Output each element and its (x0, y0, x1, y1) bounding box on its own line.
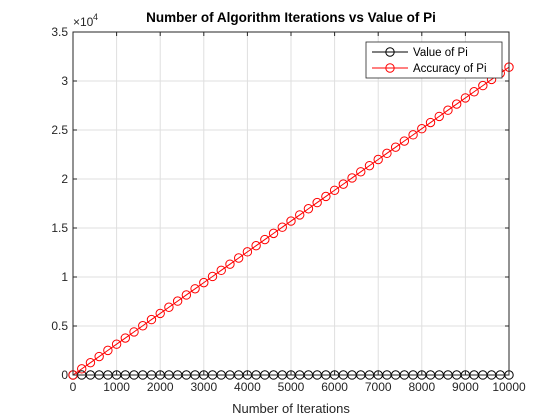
data-point-accuracy-of-pi (303, 204, 314, 214)
data-point-accuracy-of-pi (329, 185, 340, 195)
y-exponent-base: ×10 (73, 15, 94, 29)
data-point-accuracy-of-pi (469, 87, 479, 97)
data-point-accuracy-of-pi (356, 167, 366, 177)
data-point-accuracy-of-pi (460, 93, 471, 103)
x-tick-label: 8000 (408, 380, 435, 394)
data-point-accuracy-of-pi (94, 351, 104, 362)
legend-label-accuracy-of-pi: Accuracy of Pi (413, 63, 487, 75)
data-point-accuracy-of-pi (181, 290, 192, 300)
legend-entry-value-of-pi: Value of Pi (372, 47, 468, 59)
data-point-accuracy-of-pi (295, 210, 305, 220)
data-point-accuracy-of-pi (417, 124, 427, 134)
data-point-accuracy-of-pi (155, 308, 165, 319)
data-point-accuracy-of-pi (225, 259, 235, 269)
y-tick-label: 0 (61, 368, 68, 382)
data-point-accuracy-of-pi (120, 333, 131, 343)
y-tick-label: 1.5 (51, 221, 68, 235)
data-point-accuracy-of-pi (85, 357, 96, 368)
data-point-accuracy-of-pi (321, 191, 331, 202)
data-point-accuracy-of-pi (103, 345, 113, 356)
data-point-accuracy-of-pi (164, 302, 174, 312)
data-point-accuracy-of-pi (286, 216, 296, 226)
data-point-accuracy-of-pi (129, 327, 139, 337)
data-point-accuracy-of-pi (172, 296, 183, 306)
data-point-accuracy-of-pi (216, 265, 226, 276)
data-point-accuracy-of-pi (146, 314, 157, 325)
y-tick-label: 0.5 (51, 319, 68, 333)
legend-entry-accuracy-of-pi: Accuracy of Pi (372, 63, 487, 75)
y-tick-label: 1 (61, 270, 68, 284)
legend-marker-value-of-pi (385, 47, 395, 57)
data-point-accuracy-of-pi (434, 111, 444, 122)
x-tick-label: 5000 (278, 380, 305, 394)
y-exponent-power: 4 (93, 12, 98, 22)
y-axis: 0 0.5 1 1.5 2 2.5 3 3.5 (51, 25, 509, 382)
data-point-accuracy-of-pi (260, 234, 270, 245)
data-point-accuracy-of-pi (347, 173, 357, 183)
y-tick-label: 2.5 (51, 123, 68, 137)
data-point-accuracy-of-pi (199, 277, 209, 288)
data-point-accuracy-of-pi (373, 154, 383, 165)
x-tick-label: 9000 (452, 380, 479, 394)
data-point-accuracy-of-pi (251, 240, 261, 251)
data-point-accuracy-of-pi (242, 247, 253, 257)
x-tick-label: 0 (70, 380, 77, 394)
x-tick-label: 4000 (234, 380, 261, 394)
data-point-accuracy-of-pi (138, 321, 148, 331)
x-tick-label: 2000 (147, 380, 174, 394)
x-axis-label: Number of Iterations (232, 401, 350, 416)
data-point-accuracy-of-pi (190, 284, 200, 294)
legend-marker-accuracy-of-pi (385, 63, 395, 73)
x-tick-label: 7000 (365, 380, 392, 394)
series-line-accuracy-of-pi (72, 66, 510, 376)
data-point-accuracy-of-pi (233, 253, 244, 263)
data-point-accuracy-of-pi (390, 142, 401, 152)
data-point-accuracy-of-pi (312, 197, 322, 208)
data-point-accuracy-of-pi (478, 80, 488, 91)
data-point-accuracy-of-pi (451, 99, 462, 109)
x-axis: 0 1000 2000 3000 4000 5000 6000 7000 8000 9000 100… (70, 32, 526, 394)
y-exponent: ×10 4 (73, 12, 98, 29)
data-point-accuracy-of-pi (382, 148, 392, 159)
data-point-accuracy-of-pi (364, 160, 375, 171)
data-point-accuracy-of-pi (408, 130, 418, 140)
y-tick-label: 3.5 (51, 25, 68, 39)
data-point-accuracy-of-pi (77, 364, 87, 374)
y-tick-label: 2 (61, 172, 68, 186)
data-point-accuracy-of-pi (425, 117, 436, 128)
series-accuracy-of-pi (68, 62, 514, 380)
x-tick-label: 10000 (492, 380, 526, 394)
chart-title: Number of Algorithm Iterations vs Value … (146, 10, 436, 25)
data-point-accuracy-of-pi (277, 222, 287, 232)
x-tick-label: 1000 (103, 380, 130, 394)
data-point-accuracy-of-pi (268, 228, 279, 239)
data-point-accuracy-of-pi (338, 179, 349, 189)
data-point-accuracy-of-pi (111, 339, 122, 349)
x-tick-label: 3000 (190, 380, 217, 394)
data-point-accuracy-of-pi (443, 105, 453, 115)
legend-label-value-of-pi: Value of Pi (413, 47, 468, 59)
data-point-accuracy-of-pi (399, 136, 410, 146)
y-tick-label: 3 (61, 74, 68, 88)
data-point-accuracy-of-pi (207, 271, 218, 282)
legend: Value of Pi Accuracy of Pi (365, 41, 503, 79)
x-tick-label: 6000 (321, 380, 348, 394)
